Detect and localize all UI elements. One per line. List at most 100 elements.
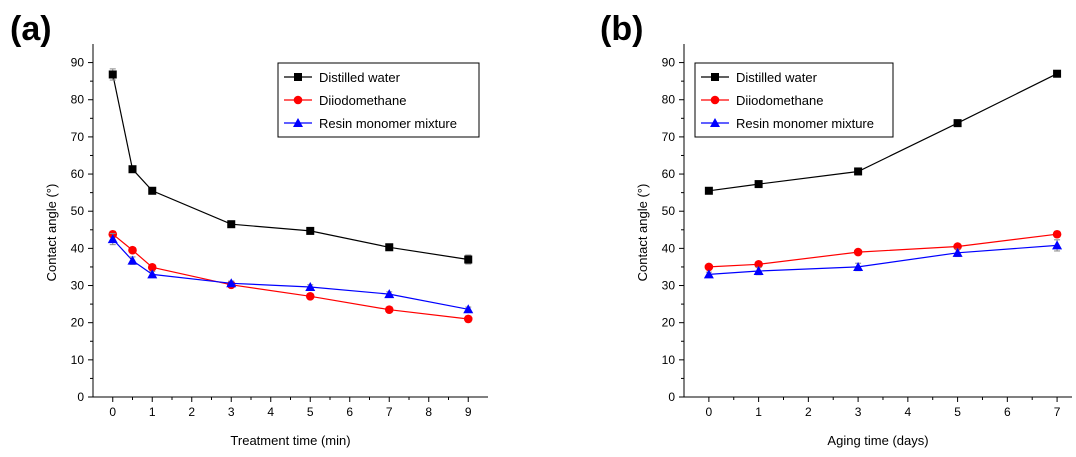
chart-panel-a: (a) 0 10 20 30 40 50 60 70 80 90 0 1 2 3 4 5 6 7 8 9 Treatmen…: [10, 10, 488, 448]
data-point: [704, 186, 713, 195]
data-point: [952, 247, 963, 257]
x-axis-title: Aging time (days): [827, 433, 928, 448]
legend-label: Distilled water: [319, 70, 401, 85]
series-distilled-water: [704, 69, 1062, 195]
y-axis-title: Contact angle (°): [44, 184, 59, 282]
data-point: [384, 305, 394, 314]
legend-marker: [293, 95, 303, 105]
x-tick-label: 2: [805, 405, 812, 419]
data-point: [754, 180, 763, 189]
legend-marker: [710, 118, 720, 127]
y-tick-label: 30: [662, 279, 676, 293]
x-tick-label: 0: [706, 405, 713, 419]
legend-marker: [710, 95, 720, 105]
data-point: [128, 245, 137, 255]
data-point: [306, 226, 315, 235]
data-point: [1052, 240, 1063, 250]
y-tick-label: 0: [77, 390, 84, 404]
legend-item: Resin monomer mixture: [701, 116, 874, 131]
legend-label: Diiodomethane: [319, 93, 406, 108]
data-point: [1053, 69, 1062, 78]
x-tick-label: 1: [149, 405, 156, 419]
x-tick-label: 4: [905, 405, 912, 419]
y-tick-label: 10: [71, 353, 85, 367]
data-point: [704, 262, 714, 272]
series-line: [112, 233, 469, 320]
series-resin-monomer-mixture: [703, 239, 1063, 279]
data-point: [853, 247, 863, 257]
data-point: [953, 119, 962, 128]
x-tick-label: 5: [954, 405, 961, 419]
x-tick-label: 6: [1004, 405, 1011, 419]
x-tick-label: 1: [755, 405, 762, 419]
x-tick-label: 8: [425, 405, 432, 419]
data-point: [754, 260, 763, 269]
y-axis-title: Contact angle (°): [635, 184, 650, 282]
legend: Distilled water Diiodomethane Resin monome…: [694, 62, 894, 138]
legend-label: Resin monomer mixture: [736, 116, 874, 131]
x-tick-label: 7: [386, 405, 393, 419]
y-tick-label: 90: [662, 56, 676, 70]
legend-item: Diiodomethane: [701, 93, 823, 108]
y-tick-label: 20: [71, 316, 85, 330]
y-tick-label: 70: [71, 130, 85, 144]
y-tick-label: 70: [662, 130, 676, 144]
y-tick-label: 30: [71, 279, 85, 293]
data-point: [463, 314, 473, 324]
y-tick-label: 40: [662, 241, 676, 255]
legend: Distilled water Diiodomethane Resin monome…: [277, 62, 480, 138]
data-point: [305, 282, 316, 292]
legend-marker: [293, 118, 303, 127]
data-point: [853, 261, 864, 271]
series-distilled-water: [108, 68, 473, 265]
x-tick-label: 7: [1054, 405, 1061, 419]
data-point: [127, 255, 138, 265]
y-tick-label: 0: [668, 390, 675, 404]
x-tick-label: 5: [307, 405, 314, 419]
data-point: [753, 266, 764, 276]
y-tick-label: 50: [662, 204, 676, 218]
data-point: [385, 243, 394, 252]
legend-marker: [294, 73, 302, 81]
panel-label: (a): [10, 10, 52, 48]
legend-item: Resin monomer mixture: [284, 116, 457, 131]
data-point: [854, 167, 863, 176]
chart-panel-b: (b) 0 10 20 30 40 50 60 70 80 90 0 1 2 3 4 5 6 7 Aging time…: [600, 10, 1072, 448]
x-tick-label: 4: [267, 405, 274, 419]
panel-label: (b): [600, 10, 643, 48]
x-tick-label: 9: [465, 405, 472, 419]
data-point: [305, 292, 315, 301]
y-tick-label: 10: [662, 353, 676, 367]
x-tick-label: 3: [228, 405, 235, 419]
data-point: [147, 263, 157, 272]
series-diiodomethane: [704, 229, 1062, 272]
x-tick-label: 6: [346, 405, 353, 419]
legend-item: Diiodomethane: [284, 93, 406, 108]
data-point: [107, 234, 118, 244]
x-axis-title: Treatment time (min): [230, 433, 350, 448]
y-tick-label: 40: [71, 241, 85, 255]
data-point: [148, 186, 157, 195]
legend-label: Resin monomer mixture: [319, 116, 457, 131]
series-resin-monomer-mixture: [107, 233, 474, 314]
data-point: [463, 304, 474, 314]
y-tick-label: 80: [662, 93, 676, 107]
data-point: [226, 278, 237, 288]
data-point: [1052, 229, 1062, 239]
legend-label: Diiodomethane: [736, 93, 823, 108]
y-tick-label: 80: [71, 93, 85, 107]
y-tick-label: 50: [71, 204, 85, 218]
data-point: [384, 289, 395, 299]
y-tick-label: 60: [71, 167, 85, 181]
data-point: [703, 269, 714, 279]
y-tick-label: 60: [662, 167, 676, 181]
y-tick-label: 20: [662, 316, 676, 330]
x-tick-label: 0: [109, 405, 116, 419]
legend-item: Distilled water: [701, 70, 818, 85]
legend-item: Distilled water: [284, 70, 401, 85]
y-tick-label: 90: [71, 56, 85, 70]
data-point: [108, 70, 117, 79]
series-line: [112, 238, 469, 310]
x-tick-label: 3: [855, 405, 862, 419]
